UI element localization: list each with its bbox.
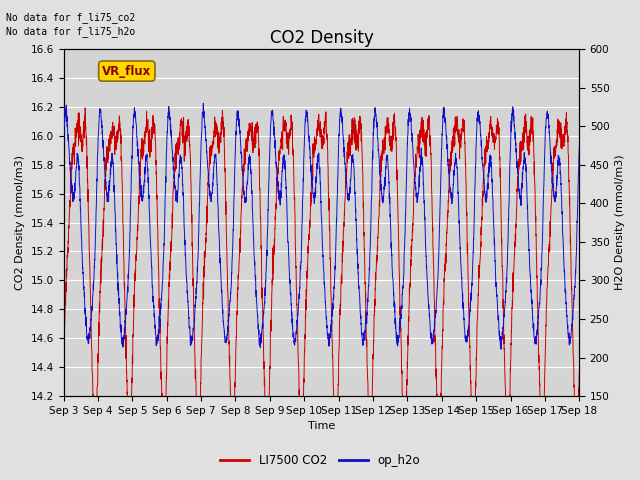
- Text: VR_flux: VR_flux: [102, 65, 152, 78]
- X-axis label: Time: Time: [308, 421, 335, 432]
- Y-axis label: H2O Density (mmol/m3): H2O Density (mmol/m3): [615, 155, 625, 290]
- Legend: LI7500 CO2, op_h2o: LI7500 CO2, op_h2o: [215, 449, 425, 472]
- Text: No data for f_li75_h2o: No data for f_li75_h2o: [6, 26, 136, 37]
- Text: No data for f_li75_co2: No data for f_li75_co2: [6, 12, 136, 23]
- Y-axis label: CO2 Density (mmol/m3): CO2 Density (mmol/m3): [15, 155, 25, 290]
- Title: CO2 Density: CO2 Density: [269, 29, 373, 48]
